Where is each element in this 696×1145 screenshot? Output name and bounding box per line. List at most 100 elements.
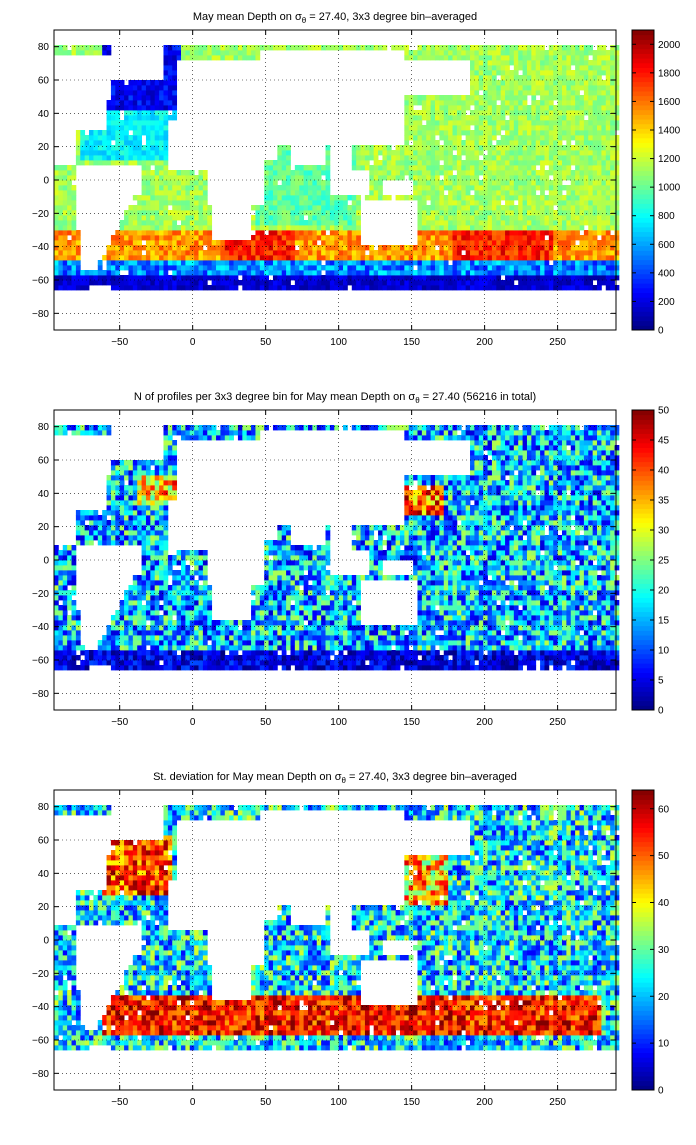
heatmap-cell (391, 165, 396, 170)
heatmap-cell (439, 255, 444, 260)
heatmap-cell (461, 150, 466, 155)
heatmap-cell (584, 270, 589, 275)
heatmap-cell (177, 245, 182, 250)
heatmap-cell (470, 265, 475, 270)
heatmap-cell (496, 245, 501, 250)
heatmap-cell (190, 645, 195, 650)
heatmap-cell (391, 260, 396, 265)
heatmap-cell (466, 210, 471, 215)
heatmap-cell (142, 175, 147, 180)
heatmap-cell (369, 145, 374, 150)
heatmap-cell (439, 155, 444, 160)
heatmap-cell (128, 80, 133, 85)
heatmap-cell (317, 185, 322, 190)
heatmap-cell (417, 55, 422, 60)
heatmap-cell (163, 645, 168, 650)
heatmap-cell (558, 215, 563, 220)
heatmap-cell (391, 640, 396, 645)
colorbar-tick-label: 1000 (658, 183, 681, 194)
heatmap-cell (234, 655, 239, 660)
heatmap-cell (312, 185, 317, 190)
heatmap-cell (571, 260, 576, 265)
heatmap-cell (251, 245, 256, 250)
heatmap-cell (343, 250, 348, 255)
heatmap-cell (85, 160, 90, 165)
heatmap-cell (212, 275, 217, 280)
heatmap-cell (518, 275, 523, 280)
heatmap-cell (444, 100, 449, 105)
heatmap-cell (361, 250, 366, 255)
heatmap-cell (457, 195, 462, 200)
heatmap-cell (615, 45, 620, 50)
heatmap-cell (553, 645, 558, 650)
heatmap-cell (273, 265, 278, 270)
heatmap-cell (334, 215, 339, 220)
heatmap-cell (575, 125, 580, 130)
heatmap-cell (190, 190, 195, 195)
heatmap-cell (531, 245, 536, 250)
heatmap-cell (159, 160, 164, 165)
heatmap-cell (540, 200, 545, 205)
heatmap-cell (339, 240, 344, 245)
heatmap-cell (584, 195, 589, 200)
heatmap-cell (453, 210, 458, 215)
heatmap-cell (457, 115, 462, 120)
heatmap-cell (378, 640, 383, 645)
heatmap-cell (199, 180, 204, 185)
heatmap-cell (361, 160, 366, 165)
heatmap-cell (251, 285, 256, 290)
heatmap-cell (194, 645, 199, 650)
heatmap-cell (553, 220, 558, 225)
heatmap-cell (115, 155, 120, 160)
heatmap-cell (67, 175, 72, 180)
heatmap-cell (615, 155, 620, 160)
heatmap-cell (72, 185, 77, 190)
heatmap-cell (133, 105, 138, 110)
heatmap-cell (98, 655, 103, 660)
heatmap-cell (273, 205, 278, 210)
heatmap-cell (466, 240, 471, 245)
heatmap-cell (435, 120, 440, 125)
heatmap-cell (549, 170, 554, 175)
heatmap-cell (466, 165, 471, 170)
heatmap-cell (264, 640, 269, 645)
heatmap-cell (562, 195, 567, 200)
heatmap-cell (580, 265, 585, 270)
heatmap-cell (150, 250, 155, 255)
heatmap-cell (417, 660, 422, 665)
heatmap-cell (286, 225, 291, 230)
heatmap-cell (501, 115, 506, 120)
heatmap-cell (124, 210, 129, 215)
heatmap-cell (457, 255, 462, 260)
heatmap-cell (374, 650, 379, 655)
heatmap-cell (190, 195, 195, 200)
heatmap-cell (597, 220, 602, 225)
heatmap-cell (400, 645, 405, 650)
heatmap-cell (422, 240, 427, 245)
heatmap-cell (562, 90, 567, 95)
heatmap-cell (492, 200, 497, 205)
heatmap-cell (72, 45, 77, 50)
heatmap-cell (588, 95, 593, 100)
heatmap-cell (317, 170, 322, 175)
heatmap-cell (264, 200, 269, 205)
heatmap-cell (273, 235, 278, 240)
heatmap-cell (260, 270, 265, 275)
heatmap-cell (588, 125, 593, 130)
heatmap-cell (531, 70, 536, 75)
heatmap-cell (544, 105, 549, 110)
heatmap-cell (501, 255, 506, 260)
heatmap-cell (488, 250, 493, 255)
heatmap-cell (457, 660, 462, 665)
heatmap-cell (496, 210, 501, 215)
heatmap-cell (549, 265, 554, 270)
heatmap-cell (566, 165, 571, 170)
heatmap-cell (369, 270, 374, 275)
heatmap-cell (142, 660, 147, 665)
heatmap-cell (247, 255, 252, 260)
heatmap-cell (488, 90, 493, 95)
heatmap-cell (431, 660, 436, 665)
heatmap-cell (422, 275, 427, 280)
heatmap-cell (58, 635, 63, 640)
heatmap-cell (107, 655, 112, 660)
